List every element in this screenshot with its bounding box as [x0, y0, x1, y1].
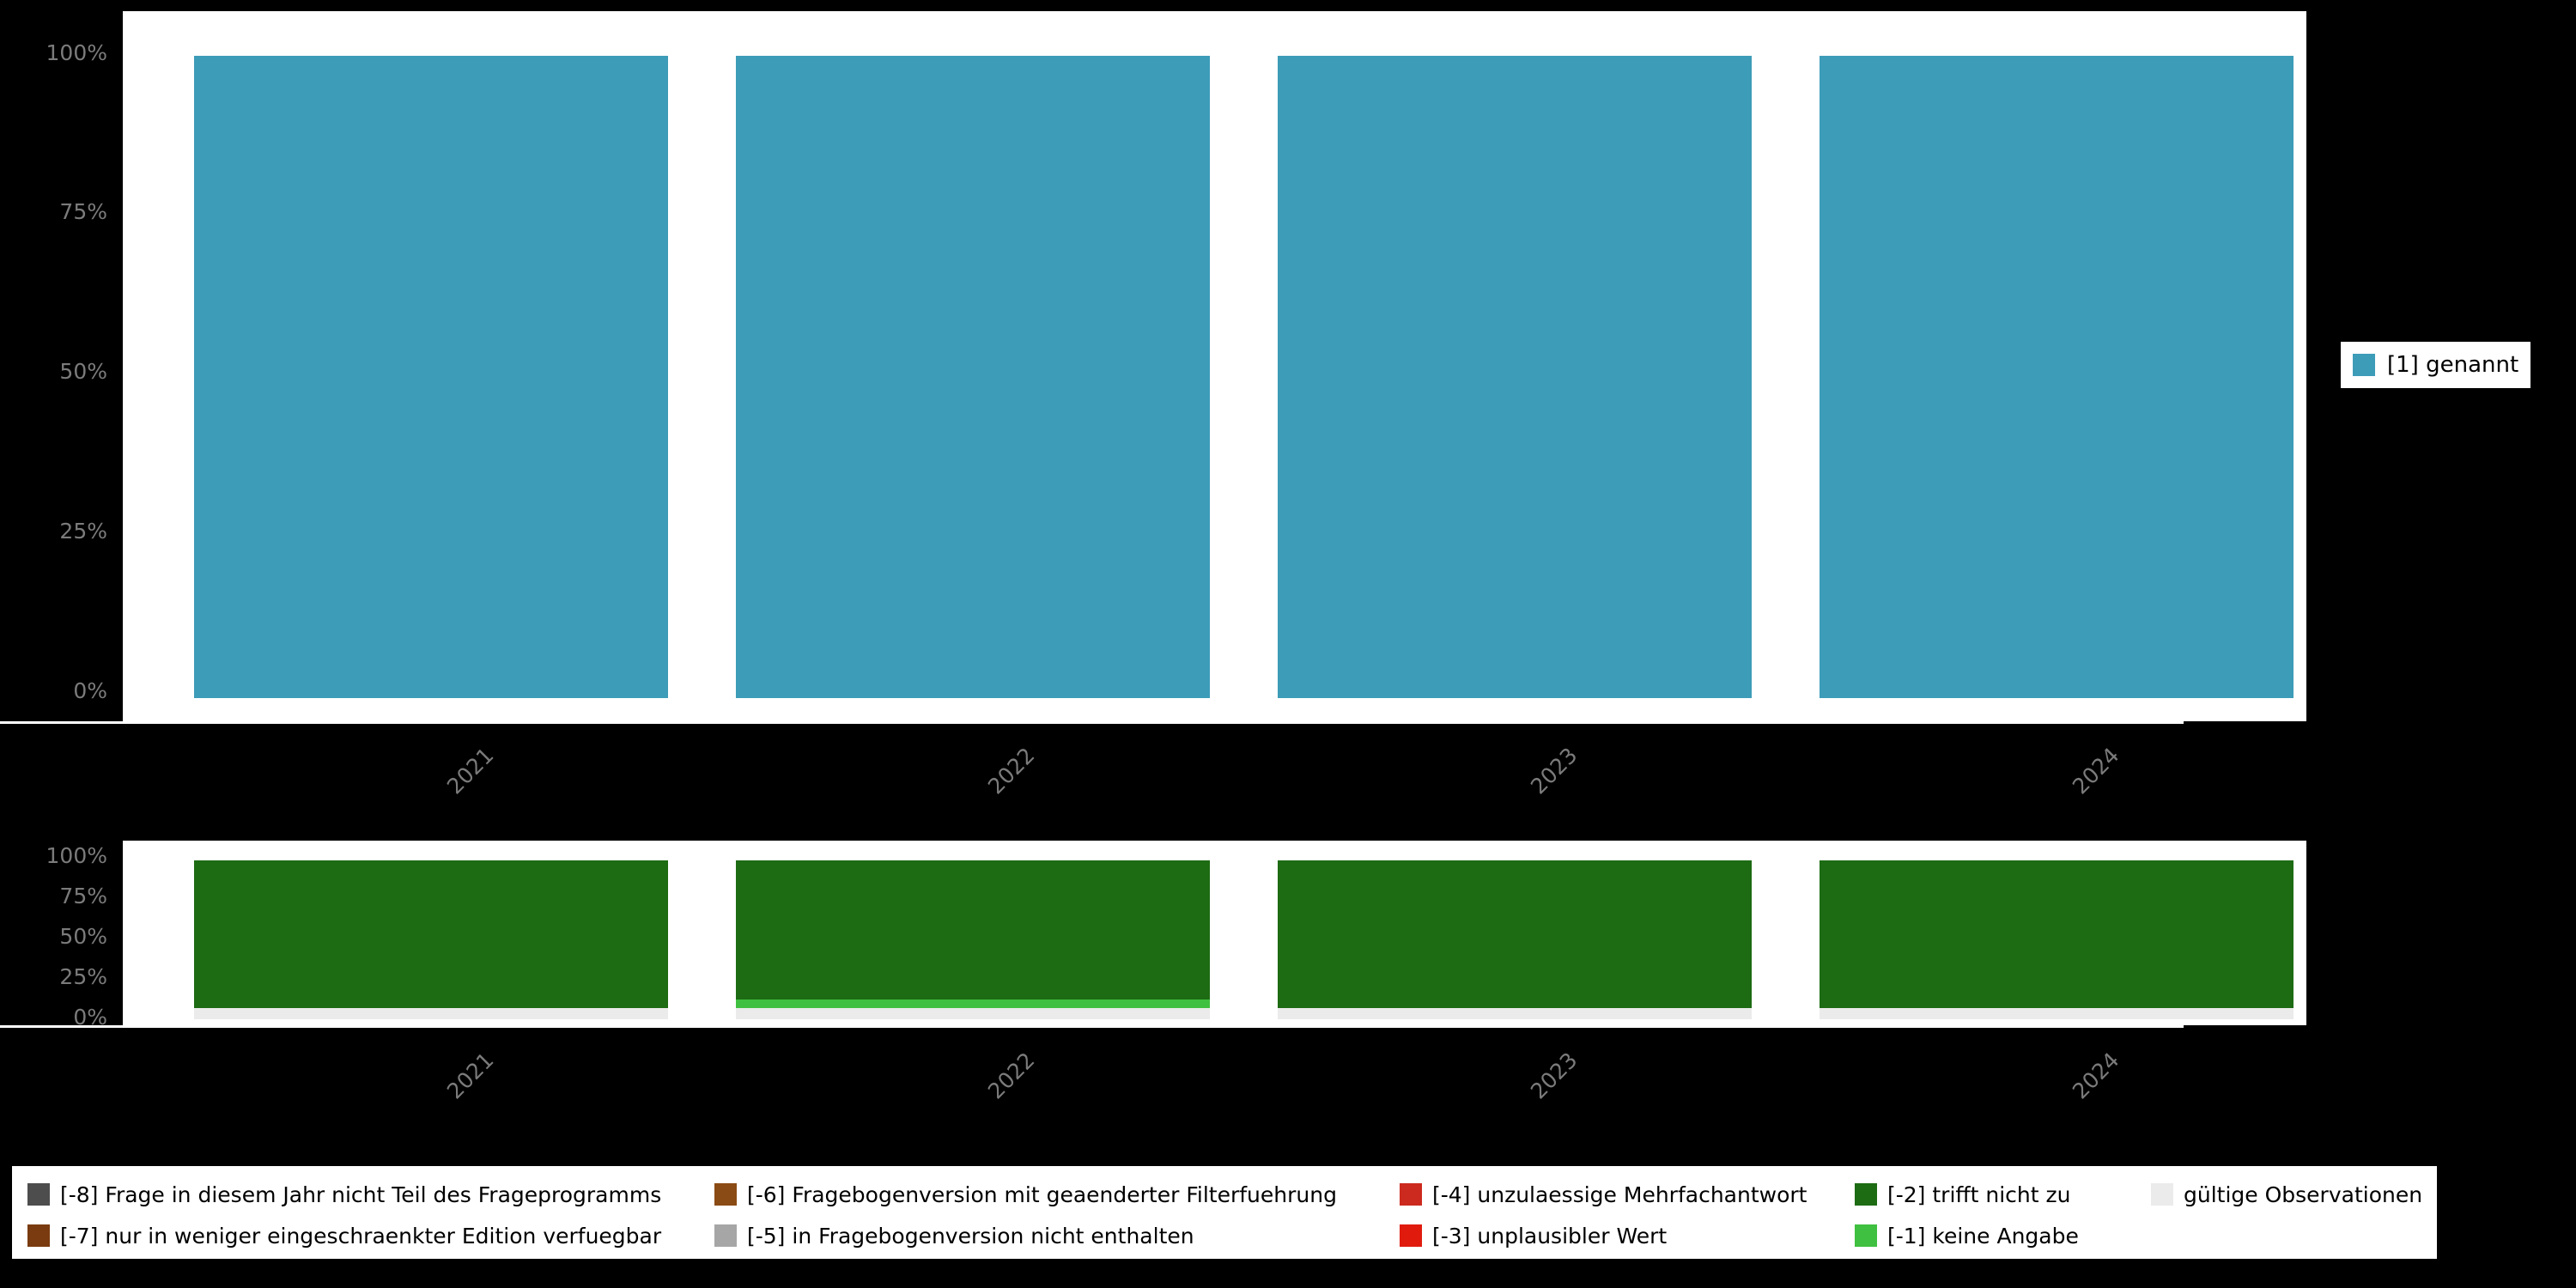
ytick-top-75: 75%: [59, 199, 107, 224]
missing-flags-legend: [-8] Frage in diesem Jahr nicht Teil des…: [12, 1166, 2437, 1259]
flag-swatch-minus3: [1400, 1224, 1422, 1247]
flag-label-minus2: [-2] trifft nicht zu: [1887, 1182, 2071, 1207]
ytick-bot-75: 75%: [59, 884, 107, 908]
flag-item-minus6: [-6] Fragebogenversion mit geaenderter F…: [714, 1182, 1400, 1207]
ytick-top-100: 100%: [46, 40, 107, 65]
seg-2022-trifft-nicht-zu: [736, 860, 1210, 999]
flag-legend-row-1: [-8] Frage in diesem Jahr nicht Teil des…: [27, 1178, 2428, 1211]
flag-swatch-minus5: [714, 1224, 737, 1247]
flag-label-minus6: [-6] Fragebogenversion mit geaenderter F…: [747, 1182, 1337, 1207]
series-legend: [1] genannt: [2341, 342, 2531, 388]
bar-2024-genannt: [1820, 56, 2293, 698]
ytick-top-25: 25%: [59, 519, 107, 544]
xtick-top-2021: 2021: [442, 743, 499, 799]
xtick-bot-2021: 2021: [442, 1048, 499, 1104]
flag-swatch-minus2: [1855, 1183, 1877, 1206]
xtick-bot-2024: 2024: [2068, 1048, 2124, 1104]
ytick-bot-25: 25%: [59, 964, 107, 989]
flag-label-minus1: [-1] keine Angabe: [1887, 1223, 2079, 1249]
flag-label-minus3: [-3] unplausibler Wert: [1432, 1223, 1668, 1249]
flag-swatch-minus8: [27, 1183, 50, 1206]
flag-item-minus2: [-2] trifft nicht zu: [1855, 1182, 2151, 1207]
flag-label-minus8: [-8] Frage in diesem Jahr nicht Teil des…: [60, 1182, 662, 1207]
xtick-top-2024: 2024: [2068, 743, 2124, 799]
flag-label-minus4: [-4] unzulaessige Mehrfachantwort: [1432, 1182, 1807, 1207]
distribution-x-axis-line: [0, 721, 2184, 724]
flag-item-minus8: [-8] Frage in diesem Jahr nicht Teil des…: [27, 1182, 714, 1207]
flag-label-gueltige: gültige Observationen: [2184, 1182, 2423, 1207]
seg-2021-gueltige: [194, 1008, 668, 1019]
bar-group-2022: [736, 860, 1210, 1019]
seg-2021-trifft-nicht-zu: [194, 860, 668, 1008]
flag-item-minus1: [-1] keine Angabe: [1855, 1224, 2151, 1249]
ytick-bot-100: 100%: [46, 843, 107, 868]
flag-label-minus5: [-5] in Fragebogenversion nicht enthalte…: [747, 1223, 1194, 1249]
legend-swatch-genannt: [2353, 354, 2375, 376]
ytick-top-0: 0%: [73, 678, 107, 703]
ytick-bot-0: 0%: [73, 1005, 107, 1030]
flag-swatch-minus6: [714, 1183, 737, 1206]
bar-2022-genannt: [736, 56, 1210, 698]
flag-swatch-minus1: [1855, 1224, 1877, 1247]
xtick-bot-2023: 2023: [1526, 1048, 1583, 1104]
seg-2022-gueltige: [736, 1008, 1210, 1019]
flag-swatch-minus7: [27, 1224, 50, 1247]
flag-item-minus7: [-7] nur in weniger eingeschraenkter Edi…: [27, 1224, 714, 1249]
distribution-plot-area: [123, 11, 2306, 721]
ytick-top-50: 50%: [59, 359, 107, 384]
bar-group-2021: [194, 860, 668, 1019]
bar-group-2023: [1278, 860, 1752, 1019]
seg-2024-trifft-nicht-zu: [1820, 860, 2293, 1008]
flag-swatch-minus4: [1400, 1183, 1422, 1206]
bar-group-2024: [1820, 860, 2293, 1019]
flag-item-minus4: [-4] unzulaessige Mehrfachantwort: [1400, 1182, 1855, 1207]
seg-2022-keine-angabe: [736, 999, 1210, 1008]
xtick-bot-2022: 2022: [983, 1048, 1040, 1104]
ytick-bot-50: 50%: [59, 924, 107, 949]
flag-item-minus3: [-3] unplausibler Wert: [1400, 1224, 1855, 1249]
xtick-top-2023: 2023: [1526, 743, 1583, 799]
seg-2023-trifft-nicht-zu: [1278, 860, 1752, 1008]
missings-x-axis-line: [0, 1025, 2184, 1028]
missings-chart-panel: [123, 841, 2306, 1025]
seg-2023-gueltige: [1278, 1008, 1752, 1019]
flag-label-minus7: [-7] nur in weniger eingeschraenkter Edi…: [60, 1223, 662, 1249]
flag-item-minus5: [-5] in Fragebogenversion nicht enthalte…: [714, 1224, 1400, 1249]
legend-label-genannt: [1] genannt: [2387, 352, 2519, 378]
flag-legend-row-2: [-7] nur in weniger eingeschraenkter Edi…: [27, 1219, 2428, 1252]
seg-2024-gueltige: [1820, 1008, 2293, 1019]
bar-2021-genannt: [194, 56, 668, 698]
flag-swatch-gueltige: [2151, 1183, 2173, 1206]
distribution-chart-panel: [123, 11, 2306, 721]
flag-item-gueltige: gültige Observationen: [2151, 1182, 2422, 1207]
bar-2023-genannt: [1278, 56, 1752, 698]
xtick-top-2022: 2022: [983, 743, 1040, 799]
